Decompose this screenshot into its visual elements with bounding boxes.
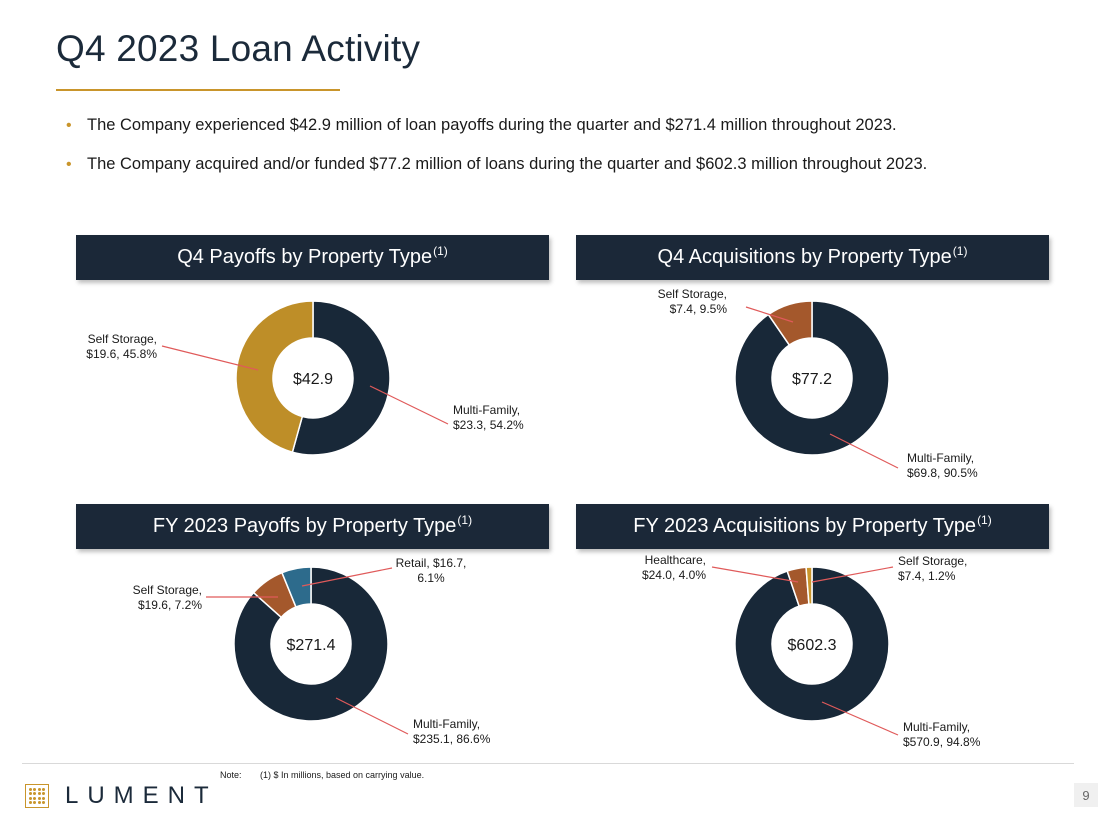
slice-multi-family [233, 566, 389, 722]
slice-data-label-line: $24.0, 4.0% [642, 568, 706, 582]
slice-data-label: Multi-Family, $235.1, 86.6% [413, 717, 491, 746]
panel-title: Q4 Acquisitions by Property Type [657, 246, 952, 268]
slice-self-storage [252, 571, 297, 619]
slice-data-label-line: Self Storage, [658, 287, 727, 301]
donut-fy-acquisitions: $602.3 Multi-Family, $570.9, 94.8% Healthca… [642, 553, 981, 749]
slice-data-label-line: $19.6, 7.2% [138, 598, 202, 612]
panel-header-q4-payoffs: Q4 Payoffs by Property Type (1) [76, 235, 549, 280]
panel-header-fy-payoffs: FY 2023 Payoffs by Property Type (1) [76, 504, 549, 549]
slice-self-storage [805, 566, 813, 605]
title-underline [56, 89, 340, 91]
slice-data-label: Retail, $16.7, 6.1% [396, 556, 467, 585]
note-label: Note: [220, 770, 242, 780]
slice-multi-family [291, 300, 391, 456]
callout-leader-line [821, 701, 899, 736]
donut-center-total: $77.2 [792, 371, 832, 388]
donut-q4-acquisitions: $77.2 Multi-Family, $69.8, 90.5% Self Stora… [658, 287, 978, 480]
slice-data-label-line: $570.9, 94.8% [903, 735, 981, 749]
slice-data-label-line: $7.4, 1.2% [898, 569, 956, 583]
donut-center-total: $271.4 [287, 637, 336, 654]
slice-data-label-line: Self Storage, [88, 332, 157, 346]
panel-title: FY 2023 Payoffs by Property Type [152, 515, 457, 537]
slice-self-storage [235, 300, 314, 454]
panel-footnote-ref: (1) [433, 243, 448, 258]
donut-fy-payoffs: $271.4 Multi-Family, $235.1, 86.6% Self Sto… [133, 556, 491, 746]
slice-self-storage [767, 300, 813, 347]
slice-data-label-line: $23.3, 54.2% [453, 418, 524, 432]
callout-leader-line [745, 306, 794, 323]
slice-data-label-line: Self Storage, [898, 554, 967, 568]
slice-data-label-line: $7.4, 9.5% [670, 302, 728, 316]
slice-data-label-line: $19.6, 45.8% [86, 347, 157, 361]
panel-footnote-ref: (1) [457, 512, 473, 527]
slice-data-label-line: 6.1% [417, 571, 445, 585]
slice-data-label-line: Multi-Family, [413, 717, 480, 731]
panel-title: FY 2023 Acquisitions by Property Type [633, 515, 977, 537]
donut-q4-payoffs: $42.9 Multi-Family, $23.3, 54.2% Self Stora… [86, 300, 524, 456]
page-title: Q4 2023 Loan Activity [56, 28, 421, 69]
callout-leader-line [301, 567, 393, 587]
slice-healthcare [786, 566, 810, 608]
callout-leader-line [335, 697, 409, 735]
callout-leader-line [369, 385, 449, 425]
slice-data-label-line: Healthcare, [645, 553, 706, 567]
lument-logo: LUMENT [25, 782, 218, 810]
callout-leader-line [811, 566, 894, 583]
callout-leader-line [829, 433, 899, 469]
slice-data-label: Self Storage, $19.6, 45.8% [86, 332, 157, 361]
slice-data-label: Multi-Family, $23.3, 54.2% [453, 403, 524, 432]
footer-divider [22, 763, 1074, 764]
slice-data-label-line: Multi-Family, [903, 720, 970, 734]
slice-data-label: Self Storage, $7.4, 1.2% [898, 554, 967, 583]
logo-grid-icon [25, 784, 49, 808]
slice-data-label: Multi-Family, $69.8, 90.5% [907, 451, 978, 480]
slice-data-label-line: Retail, $16.7, [396, 556, 467, 570]
callout-leader-line [711, 566, 799, 583]
slice-data-label-line: $69.8, 90.5% [907, 466, 978, 480]
slice-data-label: Multi-Family, $570.9, 94.8% [903, 720, 981, 749]
slice-data-label-line: Multi-Family, [453, 403, 520, 417]
panel-title: Q4 Payoffs by Property Type [177, 246, 433, 268]
slice-data-label-line: Multi-Family, [907, 451, 974, 465]
bullet-icon: • [66, 156, 72, 173]
slice-data-label: Self Storage, $19.6, 7.2% [133, 583, 203, 612]
note-text: (1) $ In millions, based on carrying val… [260, 770, 425, 780]
donut-center-total: $602.3 [788, 637, 837, 654]
panel-footnote-ref: (1) [952, 243, 968, 258]
bullet-acquisitions: • The Company acquired and/or funded $77.… [66, 152, 1046, 177]
bullet-text: The Company acquired and/or funded $77.2… [87, 155, 928, 173]
panel-footnote-ref: (1) [977, 512, 992, 527]
panel-header-q4-acquisitions: Q4 Acquisitions by Property Type (1) [576, 235, 1049, 280]
footnote: Note: (1) $ In millions, based on carryin… [220, 770, 424, 780]
page-number: 9 [1074, 783, 1098, 807]
bullet-payoffs: • The Company experienced $42.9 million o… [66, 113, 1046, 138]
slice-multi-family [734, 566, 890, 722]
slice-data-label-line: $235.1, 86.6% [413, 732, 491, 746]
donut-center-total: $42.9 [293, 371, 333, 388]
callout-leader-line [161, 345, 259, 371]
bullet-text: The Company experienced $42.9 million of… [87, 116, 897, 134]
bullet-icon: • [66, 117, 72, 134]
slice-data-label: Healthcare, $24.0, 4.0% [642, 553, 706, 582]
logo-wordmark: LUMENT [65, 782, 218, 809]
panel-header-fy-acquisitions: FY 2023 Acquisitions by Property Type (1) [576, 504, 1049, 549]
slice-retail [280, 566, 312, 608]
summary-bullets: • The Company experienced $42.9 million o… [66, 113, 1046, 191]
slice-multi-family [734, 300, 890, 456]
slice-data-label: Self Storage, $7.4, 9.5% [658, 287, 728, 316]
slice-data-label-line: Self Storage, [133, 583, 202, 597]
